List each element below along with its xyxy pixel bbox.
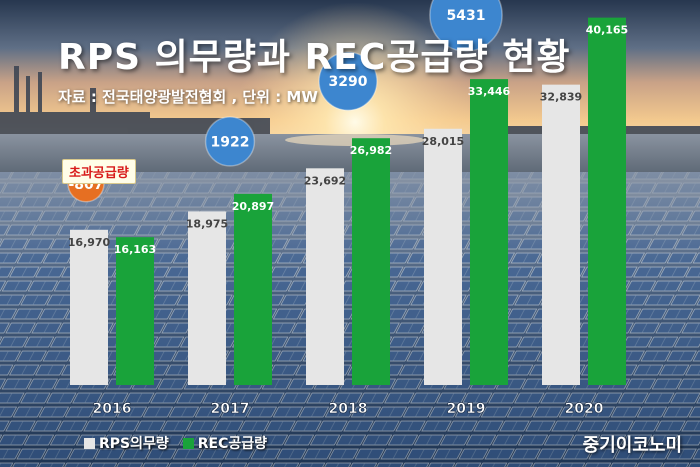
difference-label-2017: 1922	[211, 134, 250, 150]
value-label-rec-2016: 16,163	[114, 243, 156, 256]
bar-rec-2017	[234, 193, 272, 385]
difference-bubble-shape-2019	[429, 0, 503, 52]
difference-label-2019: 5431	[447, 8, 486, 24]
bar-rps-2019	[424, 128, 462, 385]
difference-bubble-shape-2017	[204, 116, 256, 167]
bar-rec-2016	[116, 237, 154, 385]
bar-rec-2020	[588, 17, 626, 385]
value-label-rps-2016: 16,970	[68, 236, 111, 249]
value-label-rec-2018: 26,982	[350, 144, 392, 157]
difference-bubble-2019: 5431	[429, 0, 503, 52]
value-label-rec-2017: 20,897	[232, 200, 274, 213]
legend-label-rec: REC공급량	[197, 436, 268, 452]
x-tick-2019: 2019	[447, 401, 486, 417]
brand-logo-text: 중기이코노미	[582, 435, 682, 456]
x-tick-2020: 2020	[565, 401, 604, 417]
value-label-rps-2020: 32,839	[540, 91, 582, 104]
excess-supply-label: 초과공급량	[62, 159, 136, 184]
bar-rec-2018	[352, 138, 390, 385]
difference-bubble-2018: 3290	[318, 51, 378, 111]
value-label-rec-2020: 40,165	[586, 24, 628, 37]
bar-rps-2017	[188, 211, 226, 385]
source-unit-note: 자료 : 전국태양광발전협회 , 단위 : MW	[58, 88, 318, 106]
legend-swatch-rec	[182, 437, 194, 449]
difference-bubble-2017: 1922	[204, 116, 256, 167]
x-tick-2016: 2016	[93, 401, 132, 417]
value-label-rps-2017: 18,975	[186, 217, 228, 230]
value-label-rps-2018: 23,692	[304, 174, 346, 187]
legend-label-rps: RPS의무량	[99, 436, 169, 452]
legend-swatch-rps	[84, 437, 95, 449]
chart-title: RPS 의무량과 REC공급량 현황	[58, 37, 571, 78]
bar-rps-2016	[70, 229, 108, 385]
x-axis-ticks-layer: 2016 2017 2018 2019 2020	[92, 401, 604, 418]
value-label-rps-2019: 28,015	[422, 135, 464, 148]
x-tick-2018: 2018	[329, 401, 368, 417]
legend-item-rec: REC공급량	[182, 433, 268, 453]
bars-layer	[70, 17, 626, 385]
difference-label-2018: 3290	[329, 74, 368, 90]
legend: RPS의무량 REC공급량	[84, 433, 267, 453]
x-tick-2017: 2017	[211, 401, 250, 417]
bar-rps-2020	[542, 84, 580, 385]
legend-item-rps: RPS의무량	[84, 433, 169, 453]
bar-rps-2018	[306, 168, 344, 385]
bar-rec-2019	[470, 79, 508, 385]
value-label-rec-2019: 33,446	[468, 85, 511, 98]
difference-bubble-shape-2018	[318, 51, 378, 111]
